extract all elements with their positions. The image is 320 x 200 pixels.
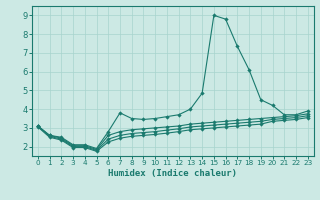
X-axis label: Humidex (Indice chaleur): Humidex (Indice chaleur)	[108, 169, 237, 178]
